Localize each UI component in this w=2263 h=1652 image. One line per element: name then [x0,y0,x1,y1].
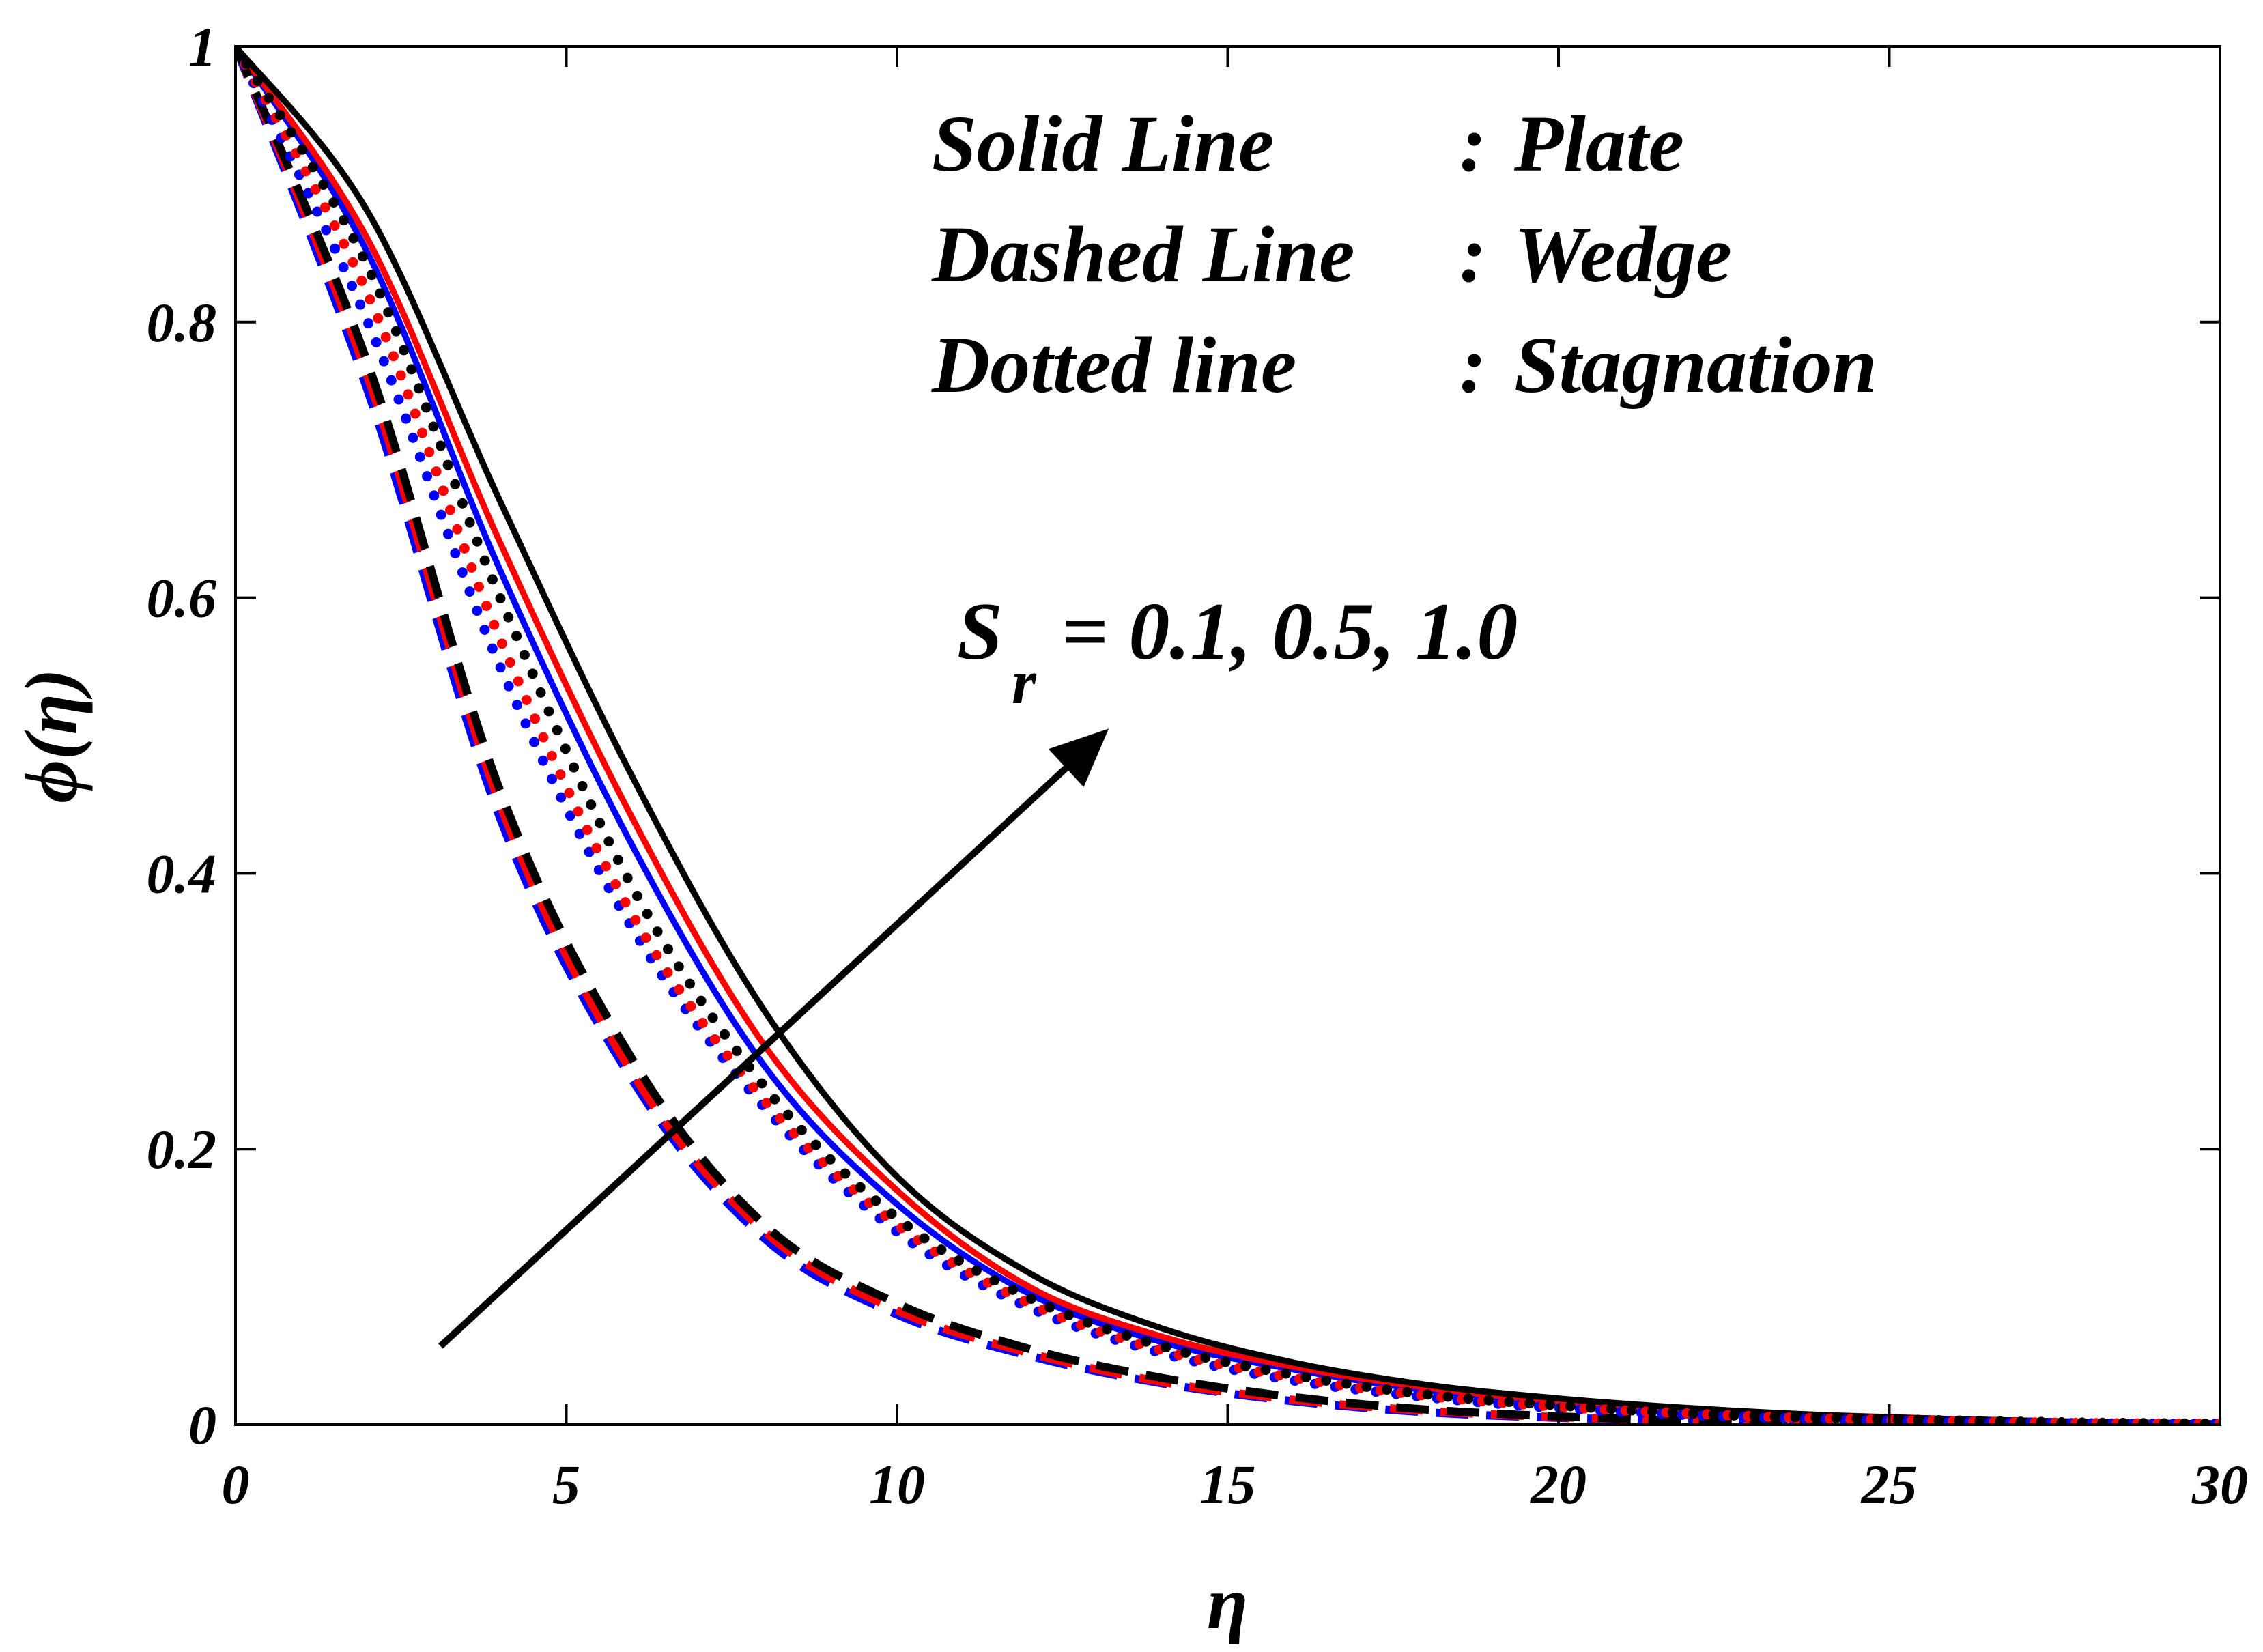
legend-line-dotted-value: Stagnation [1514,320,1877,410]
x-tick-label: 20 [1530,1453,1586,1515]
annotation-symbol: S [957,586,1003,677]
y-tick-label: 0.2 [147,1118,217,1180]
legend-note: Solid Line : Plate Dashed Line : Wedge D… [931,99,1877,410]
series-line-dotted-7 [236,46,2220,1425]
trend-arrow [438,728,1109,1349]
x-tick-label: 30 [2191,1453,2248,1515]
legend-line-solid-sep: : [1460,99,1486,188]
y-tick-label: 0.6 [147,567,217,629]
arrow-shaft [438,765,1069,1349]
series-line-dotted-8 [236,46,2220,1425]
y-tick-label: 0.8 [147,291,217,354]
series-line-dashed-4 [236,46,2220,1425]
legend-line-dotted-key: Dotted line [931,320,1296,410]
series-layer [236,46,2220,1425]
legend-line-solid-value: Plate [1513,99,1684,188]
y-tick-label: 0.4 [147,842,217,905]
x-tick-label: 25 [1861,1453,1918,1515]
y-tick-label: 0 [188,1394,216,1456]
x-axis-label: η [1207,1561,1248,1644]
annotation-subscript: r [1012,647,1037,717]
x-tick-label: 0 [222,1453,250,1515]
legend-line-solid-key: Solid Line [932,99,1275,188]
legend-line-dashed-sep: : [1460,210,1486,299]
annotation-values: = 0.1, 0.5, 1.0 [1062,586,1518,677]
x-tick-label: 5 [552,1453,580,1515]
x-tick-label: 15 [1200,1453,1256,1515]
tick-layer: 0 5 10 15 20 25 30 0 0.2 0.4 0.6 0.8 1 [147,16,2249,1515]
legend-line-dashed-value: Wedge [1514,210,1732,299]
series-line-dotted-6 [236,46,2220,1425]
sr-annotation: S r = 0.1, 0.5, 1.0 [438,586,1518,1349]
arrow-head [1048,728,1109,788]
legend-line-dotted-sep: : [1460,320,1486,410]
series-line-dashed-3 [236,46,2220,1425]
y-axis-label: ϕ(η) [10,668,93,803]
x-tick-label: 10 [869,1453,925,1515]
y-tick-label: 1 [188,16,216,78]
legend-line-dashed-key: Dashed Line [931,210,1355,299]
